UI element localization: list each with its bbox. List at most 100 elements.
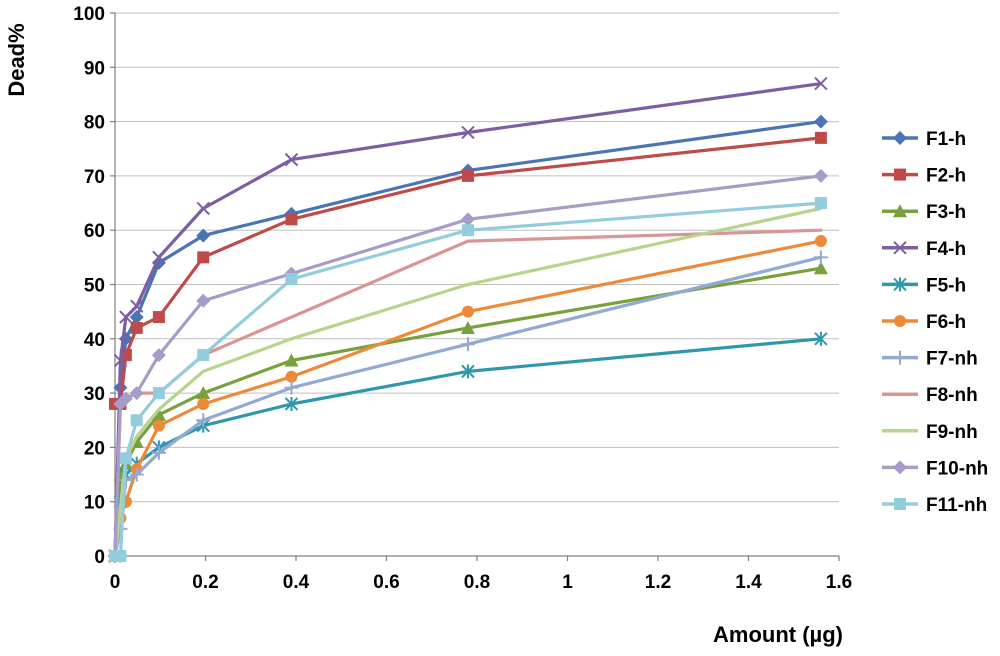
data-point (813, 168, 828, 183)
legend-label: F9-nh (926, 422, 978, 443)
grid (115, 12, 839, 503)
data-point (814, 331, 828, 346)
legend-label: F3-h (926, 202, 966, 223)
data-point (460, 320, 475, 334)
series-f9-nh (113, 206, 823, 558)
y-tick-label: 70 (84, 167, 105, 188)
y-tick-label: 20 (84, 438, 105, 459)
legend-label: F8-nh (926, 385, 978, 406)
legend-item: F2-h (882, 166, 966, 187)
data-point (151, 348, 166, 363)
legend-item: F1-h (882, 129, 966, 150)
series-line (113, 81, 823, 558)
legend-label: F11-nh (926, 495, 987, 516)
data-point (151, 407, 166, 421)
legend-label: F7-nh (926, 349, 978, 370)
data-point (119, 452, 132, 465)
data-point (284, 152, 299, 167)
legend-label: F1-h (926, 129, 966, 150)
data-point (284, 396, 299, 411)
data-point (129, 310, 144, 325)
x-tick-label: 1.6 (826, 572, 852, 593)
legend-item: F9-nh (882, 422, 978, 443)
data-point (130, 414, 143, 427)
data-point (196, 228, 211, 243)
data-point (893, 204, 907, 218)
legend-item: F7-nh (882, 349, 978, 370)
data-point (130, 321, 143, 334)
data-point (893, 241, 907, 255)
data-point (152, 387, 165, 400)
y-tick-label: 0 (94, 547, 105, 568)
legend-item: F6-h (882, 312, 966, 333)
legend-item: F11-nh (882, 495, 987, 516)
data-point (814, 131, 827, 144)
data-point (461, 305, 474, 318)
data-point (461, 364, 475, 379)
data-point (814, 235, 827, 248)
data-point (114, 550, 127, 562)
data-point (130, 299, 144, 313)
x-tick-label: 0.4 (283, 572, 310, 593)
data-point (893, 350, 907, 365)
y-tick-labels: 0 10 20 30 40 50 60 70 80 90 100 (73, 4, 115, 568)
legend-item: F10-nh (882, 458, 988, 479)
series-line (113, 255, 823, 558)
x-tick-label: 0.2 (192, 572, 218, 593)
data-point (197, 349, 210, 362)
data-point (129, 467, 144, 482)
data-point (152, 311, 165, 324)
y-tick-label: 40 (84, 330, 105, 351)
x-tick-labels: 0 0.2 0.4 0.6 0.8 1 1.2 1.4 1.6 (110, 556, 852, 593)
data-point (197, 397, 210, 410)
data-point (893, 277, 907, 292)
data-point (285, 273, 298, 286)
data-point (285, 370, 298, 383)
y-axis-title: Dead% (4, 23, 29, 96)
x-axis-title: Amount (µg) (713, 622, 843, 647)
legend-item: F5-h (882, 275, 966, 296)
y-tick-label: 10 (84, 493, 105, 514)
series-f11-nh (109, 197, 827, 562)
y-tick-label: 100 (73, 4, 105, 25)
x-tick-label: 0.6 (373, 572, 399, 593)
legend-label: F4-h (926, 239, 966, 260)
data-point (893, 131, 907, 145)
y-tick-label: 80 (84, 113, 105, 134)
data-point (461, 224, 474, 237)
data-point (196, 386, 211, 400)
data-point (814, 197, 827, 210)
legend-label: F2-h (926, 166, 966, 187)
legend-label: F10-nh (926, 458, 988, 479)
data-point (893, 460, 907, 475)
x-tick-label: 0.8 (464, 572, 490, 593)
data-point (119, 310, 133, 324)
data-point (118, 391, 133, 406)
data-point (129, 386, 144, 401)
data-point (813, 250, 828, 265)
data-point (196, 293, 211, 308)
series-line (113, 206, 823, 558)
data-point (196, 201, 210, 216)
data-point (152, 250, 166, 265)
data-point (814, 76, 828, 91)
series-line (113, 201, 823, 558)
y-tick-label: 60 (84, 221, 105, 242)
y-tick-label: 30 (84, 384, 105, 405)
x-tick-label: 1 (562, 572, 573, 593)
data-point (461, 169, 474, 182)
data-point (151, 445, 166, 460)
data-point (461, 125, 475, 140)
data-point (460, 337, 475, 352)
x-tick-label: 1.2 (645, 572, 671, 593)
data-point (813, 261, 828, 275)
data-point (113, 353, 128, 368)
data-point (894, 315, 906, 327)
data-point (284, 353, 299, 367)
data-point (152, 419, 165, 432)
legend-item: F4-h (882, 239, 966, 260)
data-point (894, 498, 906, 510)
data-point (285, 213, 298, 226)
